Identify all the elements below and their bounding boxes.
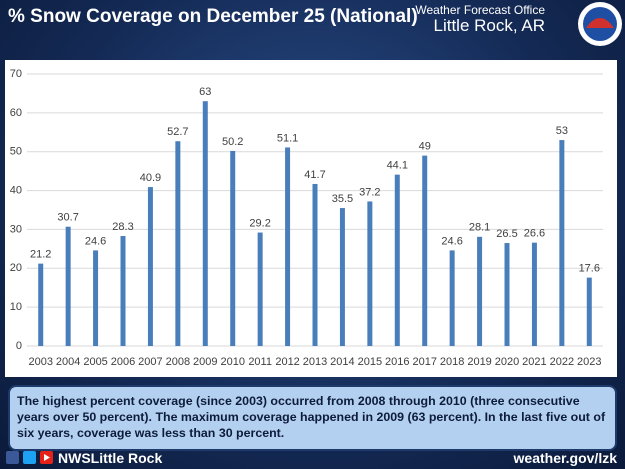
- twitter-icon[interactable]: [23, 451, 36, 464]
- value-label: 21.2: [30, 249, 51, 261]
- y-tick-label: 40: [10, 184, 22, 196]
- bar: [394, 174, 400, 346]
- bar: [559, 140, 565, 346]
- bar: [175, 141, 181, 346]
- value-label: 63: [199, 86, 211, 98]
- website[interactable]: weather.gov/lzk: [513, 450, 617, 466]
- value-label: 26.6: [524, 228, 545, 240]
- bar: [531, 242, 537, 346]
- bar: [422, 155, 428, 346]
- x-tick-label: 2019: [467, 356, 491, 368]
- value-label: 51.1: [277, 132, 298, 144]
- value-label: 24.6: [441, 235, 462, 247]
- x-tick-label: 2009: [193, 356, 217, 368]
- x-tick-label: 2003: [28, 356, 52, 368]
- bar: [65, 226, 71, 346]
- x-tick-label: 2004: [56, 356, 80, 368]
- bar: [586, 277, 592, 346]
- y-tick-label: 30: [10, 223, 22, 235]
- value-label: 28.3: [112, 221, 133, 233]
- bar: [477, 236, 483, 346]
- youtube-play: [44, 454, 50, 461]
- bar: [147, 187, 153, 346]
- bar: [312, 183, 318, 346]
- value-label: 28.1: [469, 222, 490, 234]
- y-tick-label: 10: [10, 301, 22, 313]
- x-tick-label: 2005: [83, 356, 107, 368]
- caption: The highest percent coverage (since 2003…: [8, 385, 617, 451]
- y-tick-label: 50: [10, 146, 22, 158]
- x-tick-label: 2016: [385, 356, 409, 368]
- x-tick-label: 2010: [220, 356, 244, 368]
- value-label: 35.5: [332, 193, 353, 205]
- y-tick-label: 60: [10, 107, 22, 119]
- value-label: 29.2: [249, 217, 270, 229]
- value-label: 53: [556, 125, 568, 137]
- office: Weather Forecast Office: [415, 3, 545, 17]
- value-label: 50.2: [222, 136, 243, 148]
- bar: [339, 208, 345, 346]
- value-label: 26.5: [496, 228, 517, 240]
- bar: [230, 150, 236, 346]
- x-tick-label: 2023: [577, 356, 601, 368]
- value-label: 49: [419, 141, 431, 153]
- bar: [38, 263, 44, 346]
- social-handle[interactable]: NWSLittle Rock: [58, 450, 163, 466]
- bar: [202, 101, 208, 346]
- bar: [120, 236, 126, 346]
- nws-logo-mark: [586, 18, 614, 28]
- value-label: 40.9: [140, 172, 161, 184]
- bar: [257, 232, 263, 346]
- value-label: 44.1: [387, 160, 408, 172]
- x-tick-label: 2011: [248, 356, 272, 368]
- value-label: 41.7: [304, 169, 325, 181]
- location: Little Rock, AR: [433, 16, 546, 35]
- x-tick-label: 2008: [166, 356, 190, 368]
- x-tick-label: 2006: [111, 356, 135, 368]
- x-tick-label: 2017: [412, 356, 436, 368]
- value-label: 30.7: [57, 212, 78, 224]
- title: % Snow Coverage on December 25 (National…: [8, 6, 418, 27]
- x-tick-label: 2013: [303, 356, 327, 368]
- x-tick-label: 2018: [440, 356, 464, 368]
- bar: [367, 201, 373, 346]
- value-label: 37.2: [359, 186, 380, 198]
- facebook-icon[interactable]: [6, 451, 19, 464]
- bar: [504, 243, 510, 346]
- y-tick-label: 70: [10, 68, 22, 80]
- bar: [285, 147, 291, 346]
- x-tick-label: 2015: [358, 356, 382, 368]
- x-tick-label: 2022: [550, 356, 574, 368]
- x-tick-label: 2021: [522, 356, 546, 368]
- bar: [449, 250, 455, 346]
- x-tick-label: 2014: [330, 356, 354, 368]
- x-tick-label: 2012: [275, 356, 299, 368]
- value-label: 52.7: [167, 126, 188, 138]
- x-tick-label: 2007: [138, 356, 162, 368]
- y-tick-label: 0: [16, 340, 22, 352]
- x-tick-label: 2020: [495, 356, 519, 368]
- y-tick-label: 20: [10, 262, 22, 274]
- value-label: 17.6: [579, 263, 600, 275]
- bar: [93, 250, 99, 346]
- value-label: 24.6: [85, 235, 106, 247]
